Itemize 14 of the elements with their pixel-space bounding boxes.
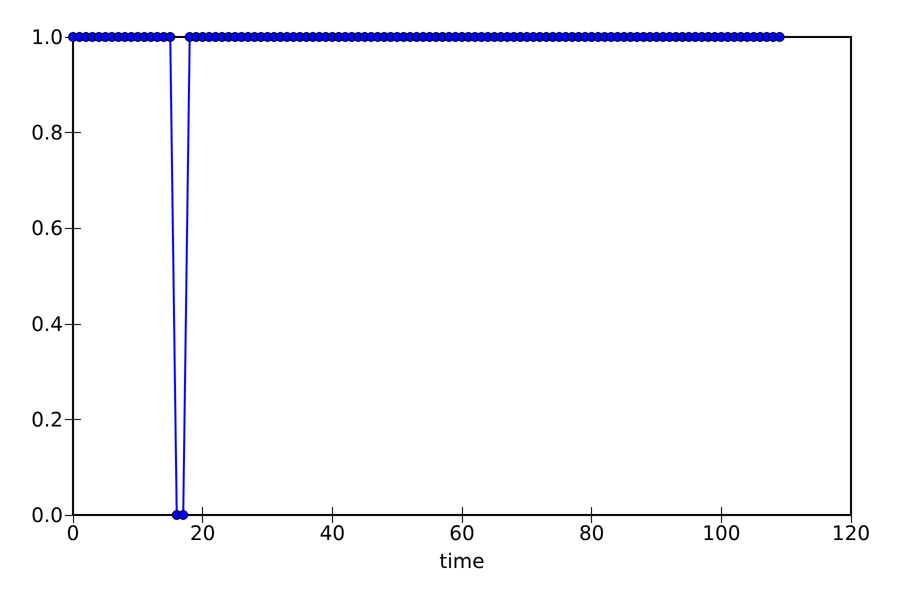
- y-tick-label: 1.0: [31, 25, 63, 49]
- x-tick-label: 60: [449, 521, 475, 545]
- x-tick-label: 120: [832, 521, 870, 545]
- y-tick-label: 0.8: [31, 120, 63, 145]
- x-tick-label: 40: [320, 521, 346, 545]
- y-tick-label: 0.6: [31, 216, 63, 240]
- x-tick-label: 0: [66, 521, 80, 545]
- y-tick-label: 0.0: [31, 503, 63, 527]
- y-tick-label: 0.2: [31, 407, 63, 432]
- x-tick-label: 80: [578, 521, 604, 545]
- x-tick-label: 20: [190, 521, 216, 545]
- x-axis-title: time: [439, 549, 485, 573]
- x-tick-label: 100: [702, 521, 740, 545]
- y-tick-label: 0.4: [31, 312, 63, 336]
